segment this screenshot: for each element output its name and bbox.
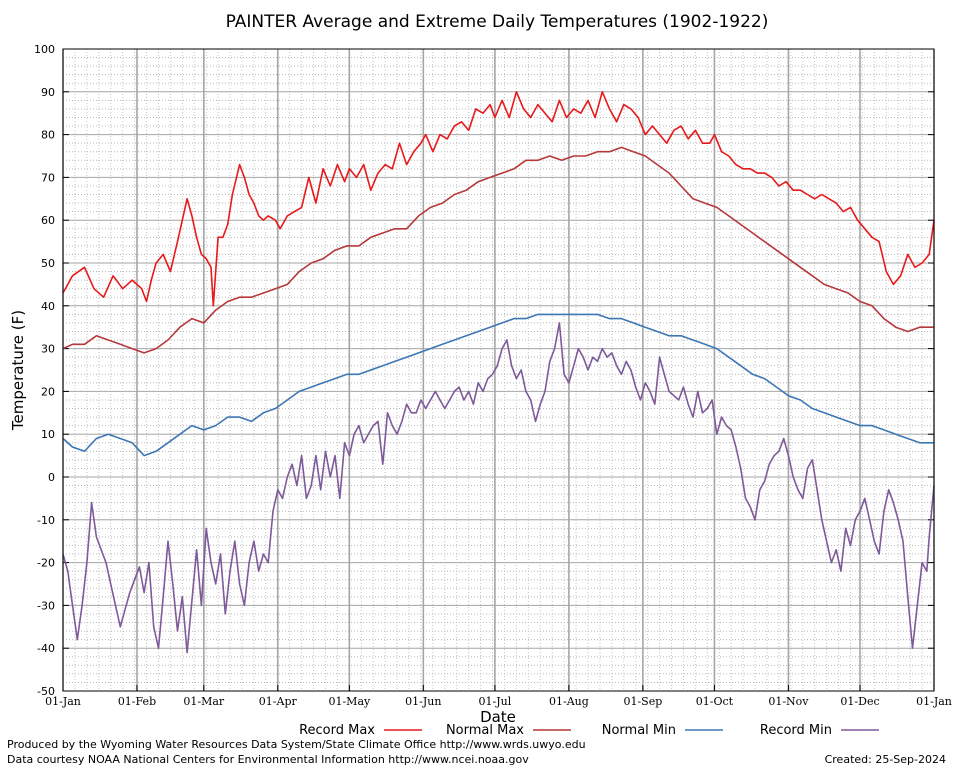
legend-label: Record Max — [299, 723, 375, 738]
chart-title: PAINTER Average and Extreme Daily Temper… — [226, 12, 769, 32]
y-tick-label: 100 — [34, 43, 55, 56]
x-tick-label: 01-Nov — [768, 695, 809, 708]
grid-layer — [62, 48, 935, 692]
series-line-record-min — [62, 322, 935, 654]
x-tick-label: 01-May — [328, 695, 371, 708]
series-layer — [62, 91, 935, 654]
y-tick-label: -30 — [37, 599, 55, 612]
y-tick-label: 80 — [41, 129, 55, 142]
x-tick-label: 01-Jul — [479, 695, 512, 708]
plot-frame — [62, 48, 935, 692]
x-tick-label: 01-Feb — [118, 695, 156, 708]
x-tick-label: 01-Mar — [183, 695, 225, 708]
y-tick-label: 90 — [41, 86, 55, 99]
x-tick-label: 01-Jan — [916, 695, 952, 708]
x-axis-label: Date — [480, 708, 516, 726]
y-tick-label: 70 — [41, 171, 55, 184]
y-tick-label: 0 — [48, 471, 55, 484]
y-tick-label: 50 — [41, 257, 55, 270]
y-tick-label: -50 — [37, 685, 55, 698]
x-tick-label: 01-Dec — [840, 695, 879, 708]
legend-label: Record Min — [760, 723, 832, 738]
y-tick-label: -40 — [37, 642, 55, 655]
legend-label: Normal Min — [602, 723, 676, 738]
x-tick-label: 01-Apr — [259, 695, 298, 708]
x-tick-label: 01-Aug — [549, 695, 589, 708]
legend-label: Normal Max — [446, 723, 524, 738]
y-axis-label: Temperature (F) — [9, 310, 27, 431]
y-tick-label: -10 — [37, 514, 55, 527]
series-line-record-max — [62, 91, 935, 307]
axis-layer: 1009080706050403020100-10-20-30-40-5001-… — [34, 43, 952, 708]
y-tick-label: 60 — [41, 214, 55, 227]
y-tick-label: 40 — [41, 300, 55, 313]
x-tick-label: 01-Jan — [45, 695, 81, 708]
created-date: Created: 25-Sep-2024 — [824, 753, 946, 766]
legend: Record Max Normal Max Normal Min Record Min — [299, 723, 879, 738]
y-tick-label: -20 — [37, 557, 55, 570]
credit-wrds: Produced by the Wyoming Water Resources … — [7, 738, 586, 751]
credit-ncei: Data courtesy NOAA National Centers for … — [7, 753, 529, 766]
x-tick-label: 01-Oct — [696, 695, 734, 708]
y-tick-label: 10 — [41, 428, 55, 441]
series-line-normal-max — [62, 146, 934, 354]
x-tick-label: 01-Jun — [405, 695, 441, 708]
x-tick-label: 01-Sep — [623, 695, 662, 708]
y-tick-label: 30 — [41, 343, 55, 356]
y-tick-label: 20 — [41, 385, 55, 398]
series-line-normal-min — [62, 313, 934, 457]
